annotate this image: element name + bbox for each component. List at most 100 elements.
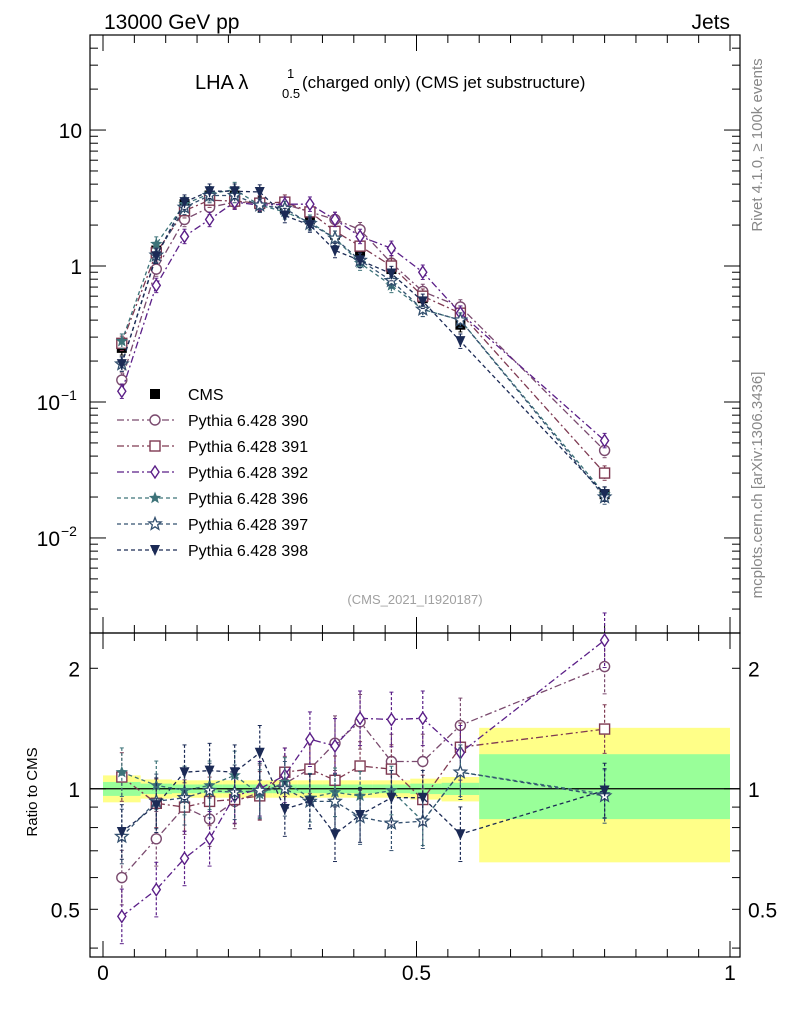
- legend-label: Pythia 6.428 390: [188, 413, 308, 430]
- x-tick-label: 1: [724, 962, 736, 985]
- ratio-y-tick-label-right: 2: [748, 658, 760, 681]
- legend-item: Pythia 6.428 390: [117, 413, 308, 430]
- ratio-y-tick-label: 1: [68, 779, 80, 802]
- data-point: [150, 833, 162, 845]
- y-tick-exponent: −2: [61, 523, 77, 539]
- series-pythia-6-428-398: [116, 183, 610, 502]
- data-point: [386, 712, 397, 727]
- series-line: [121, 639, 606, 917]
- data-point: [151, 251, 162, 263]
- data-point: [598, 660, 611, 673]
- data-point: [229, 767, 240, 779]
- title-sub: 0.5: [282, 86, 300, 101]
- data-point: [251, 782, 268, 798]
- ratio-panel: 2 2 1 1 0.5 0.5 0 0.5 1: [51, 612, 777, 985]
- watermark: (CMS_2021_I1920187): [347, 592, 482, 607]
- ratio-y-tick-label-right: 0.5: [748, 899, 777, 922]
- title-base: LHA λ: [195, 72, 248, 94]
- data-point: [204, 831, 215, 847]
- data-point: [305, 731, 315, 747]
- legend-label: Pythia 6.428 396: [188, 491, 308, 508]
- legend: CMS Pythia 6.428 390 Pythia 6.428 391 Pythi…: [117, 387, 308, 560]
- legend-marker: [150, 545, 160, 556]
- data-point: [254, 747, 265, 759]
- data-point: [417, 296, 428, 308]
- data-point: [598, 723, 611, 735]
- series-line: [121, 201, 606, 442]
- legend-item: Pythia 6.428 397: [117, 515, 308, 534]
- data-point: [599, 489, 610, 501]
- data-point: [179, 767, 190, 779]
- data-point: [115, 765, 128, 778]
- mcplots-label: mcplots.cern.ch [arXiv:1306.3436]: [749, 372, 766, 599]
- legend-marker: [149, 440, 161, 452]
- data-point: [116, 909, 127, 924]
- series-line: [121, 771, 605, 823]
- data-point: [179, 229, 190, 244]
- series-line: [121, 194, 606, 498]
- data-point: [329, 829, 340, 841]
- data-point: [179, 197, 190, 209]
- ratio-y-tick-label: 0.5: [51, 899, 80, 922]
- header-right: Jets: [691, 11, 730, 34]
- x-tick-label: 0.5: [402, 962, 431, 985]
- legend-item: Pythia 6.428 392: [117, 464, 308, 482]
- data-point: [330, 212, 340, 227]
- chart-title: LHA λ 1 0.5(charged only) (CMS jet substru…: [195, 66, 585, 101]
- x-tick-label: 0: [97, 962, 109, 985]
- data-point: [151, 800, 162, 812]
- series-line: [121, 751, 605, 836]
- legend-marker: [148, 491, 162, 504]
- data-point: [386, 241, 397, 256]
- legend-label: Pythia 6.428 397: [188, 517, 308, 534]
- data-point: [116, 871, 128, 884]
- legend-label: CMS: [188, 387, 224, 404]
- y-tick-label: 1: [70, 256, 82, 279]
- ratio-ylabel: Ratio to CMS: [24, 747, 41, 836]
- data-point: [329, 245, 340, 257]
- ratio-y-tick-label: 2: [68, 658, 80, 681]
- data-point: [417, 264, 428, 280]
- data-point: [455, 829, 466, 841]
- data-point: [305, 196, 315, 212]
- data-point: [151, 278, 162, 293]
- data-point: [330, 738, 340, 754]
- data-point: [455, 336, 466, 348]
- data-point: [417, 792, 428, 804]
- y-tick-label: 10: [37, 392, 60, 415]
- rivet-label: Rivet 4.1.0, ≥ 100k events: [749, 58, 766, 231]
- y-tick-label: 10: [59, 120, 82, 143]
- y-tick-label: 10: [37, 528, 60, 551]
- legend-label: Pythia 6.428 392: [188, 465, 308, 482]
- panel-frame: [89, 632, 741, 958]
- title-rest: (charged only) (CMS jet substructure): [302, 73, 585, 92]
- data-point: [204, 765, 215, 777]
- data-point: [452, 311, 469, 327]
- data-point: [355, 255, 366, 267]
- data-point: [355, 711, 365, 726]
- data-point: [599, 632, 610, 648]
- data-point: [355, 229, 365, 244]
- legend-item: Pythia 6.428 398: [117, 543, 308, 560]
- data-point: [417, 711, 428, 726]
- legend-marker: [147, 515, 163, 531]
- data-point: [354, 760, 366, 772]
- legend-item: Pythia 6.428 391: [117, 439, 308, 456]
- data-point: [116, 359, 127, 371]
- data-point: [599, 433, 610, 448]
- legend-marker: [150, 464, 160, 480]
- data-point: [327, 229, 343, 245]
- data-point: [254, 187, 265, 199]
- data-point: [304, 220, 315, 232]
- legend-marker: [149, 414, 161, 426]
- data-point: [327, 793, 343, 809]
- data-point: [385, 784, 398, 796]
- ratio-y-tick-label-right: 1: [748, 779, 760, 802]
- data-point: [115, 334, 128, 347]
- header-left: 13000 GeV pp: [104, 11, 239, 34]
- data-point: [251, 196, 268, 212]
- data-point: [229, 186, 240, 198]
- data-point: [150, 237, 163, 250]
